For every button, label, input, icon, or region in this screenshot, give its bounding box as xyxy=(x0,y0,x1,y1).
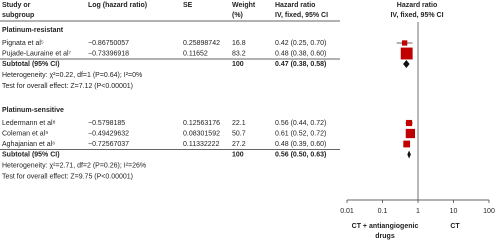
column-header: SE xyxy=(183,2,193,9)
favours-left: drugs xyxy=(375,233,395,240)
favours-left: CT + antiangiogenic xyxy=(352,223,419,230)
subtotal-hr-ci: 0.56 (0.50, 0.63) xyxy=(275,151,326,158)
study-name: Pignata et al⁵ xyxy=(2,40,44,47)
overall-effect: Test for overall effect: Z=9.75 (P<0.000… xyxy=(2,173,133,180)
log-hr: −0.5798185 xyxy=(88,120,125,127)
study-square xyxy=(400,47,413,60)
log-hr: −0.86750057 xyxy=(88,40,129,47)
se: 0.12563176 xyxy=(183,120,220,127)
study-name: Coleman et al⁹ xyxy=(2,130,48,137)
subtotal-name: Subtotal (95% CI) xyxy=(2,61,60,68)
column-header: Hazard ratio xyxy=(397,2,437,9)
heterogeneity: Heterogeneity: χ²=2.71, df=2 (P=0.26); I… xyxy=(2,162,146,169)
study-name: Pujade-Lauraine et al⁷ xyxy=(2,50,72,57)
se: 0.11332222 xyxy=(183,141,220,148)
column-header: Log (hazard ratio) xyxy=(88,2,147,9)
study-square xyxy=(406,119,413,127)
hr-ci: 0.56 (0.44, 0.72) xyxy=(275,120,326,127)
study-square xyxy=(403,140,411,148)
log-hr: −0.49429632 xyxy=(88,130,129,137)
weight: 22.1 xyxy=(232,120,246,127)
hr-ci: 0.48 (0.38, 0.60) xyxy=(275,50,326,57)
x-tick-label: 1 xyxy=(416,208,420,215)
subtotal-diamond xyxy=(407,150,411,159)
overall-effect: Test for overall effect: Z=7.12 (P<0.000… xyxy=(2,83,133,90)
weight: 83.2 xyxy=(232,50,246,57)
group-title: Platinum-resistant xyxy=(2,27,64,34)
group-title: Platinum-sensitive xyxy=(2,107,64,114)
column-header: IV, fixed, 95% CI xyxy=(390,12,443,19)
heterogeneity: Heterogeneity: χ²=0.22, df=1 (P=0.64); I… xyxy=(2,72,142,79)
weight: 27.2 xyxy=(232,141,246,148)
x-tick-label: 100 xyxy=(483,208,495,215)
column-header: Hazard ratio xyxy=(275,2,315,9)
hr-ci: 0.42 (0.25, 0.70) xyxy=(275,40,326,47)
subtotal-weight: 100 xyxy=(232,151,244,158)
weight: 50.7 xyxy=(232,130,246,137)
weight: 16.8 xyxy=(232,40,246,47)
log-hr: −0.73396918 xyxy=(88,50,129,57)
se: 0.25898742 xyxy=(183,40,220,47)
favours-right: CT xyxy=(450,223,460,230)
subtotal-hr-ci: 0.47 (0.38, 0.58) xyxy=(275,61,326,68)
column-header: Study or xyxy=(2,2,31,9)
se: 0.08301592 xyxy=(183,130,220,137)
x-tick-label: 10 xyxy=(450,208,458,215)
subtotal-name: Subtotal (95% CI) xyxy=(2,151,60,158)
column-header: Weight xyxy=(232,2,256,9)
column-header: IV, fixed, 95% CI xyxy=(275,12,328,19)
log-hr: −0.72567037 xyxy=(88,141,129,148)
study-name: Ledermann et al⁸ xyxy=(2,120,56,127)
column-header: (%) xyxy=(232,12,243,19)
subtotal-weight: 100 xyxy=(232,61,244,68)
study-name: Aghajanian et al⁶ xyxy=(2,141,55,148)
hr-ci: 0.61 (0.52, 0.72) xyxy=(275,130,326,137)
x-tick-label: 0.01 xyxy=(340,208,354,215)
subtotal-diamond xyxy=(403,60,410,68)
x-tick-label: 0.1 xyxy=(378,208,388,215)
column-header: subgroup xyxy=(2,12,34,19)
study-square xyxy=(405,128,416,139)
se: 0.11652 xyxy=(183,50,208,57)
study-square xyxy=(401,40,408,46)
hr-ci: 0.48 (0.39, 0.60) xyxy=(275,141,326,148)
